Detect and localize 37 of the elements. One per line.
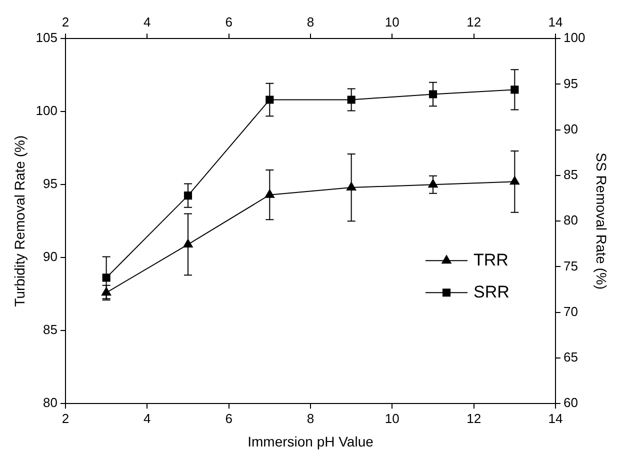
x-tick-label: 14 <box>548 410 563 426</box>
x-tick-label: 4 <box>144 410 151 426</box>
x-axis-title: Immersion pH Value <box>248 433 374 450</box>
x2-tick-label: 10 <box>384 14 400 30</box>
x2-tick-label: 8 <box>306 14 314 30</box>
y2-tick-label: 85 <box>564 167 578 182</box>
legend-label: TRR <box>474 250 508 270</box>
y2-tick-label: 75 <box>564 258 578 274</box>
x-tick-label: 10 <box>384 410 400 426</box>
x2-tick-label: 14 <box>548 14 563 30</box>
point <box>266 96 274 104</box>
x-tick-label: 6 <box>225 410 232 426</box>
y2-tick-label: 65 <box>564 350 578 365</box>
y2-tick-label: 80 <box>564 212 578 228</box>
point <box>347 96 356 104</box>
y-tick-label: 95 <box>43 176 58 192</box>
y2-axis-title: SS Removal Rate (%) <box>594 152 610 290</box>
y-tick-label: 80 <box>43 395 58 410</box>
x2-tick-label: 6 <box>225 14 232 30</box>
point <box>428 90 438 98</box>
y-tick-label: 90 <box>43 249 58 264</box>
y-axis-title: Turbidity Removal Rate (%) <box>11 135 28 307</box>
y2-tick-label: 90 <box>564 121 578 136</box>
x2-tick-label: 12 <box>466 14 482 30</box>
x2-tick-label: 2 <box>62 14 70 30</box>
y2-tick-label: 60 <box>564 395 578 410</box>
x-tick-label: 12 <box>466 410 482 426</box>
y2-tick-label: 100 <box>564 30 586 46</box>
y2-tick-label: 95 <box>564 76 578 91</box>
y-tick-label: 105 <box>36 30 58 46</box>
x-tick-label: 8 <box>306 410 314 426</box>
y-tick-label: 85 <box>43 322 58 338</box>
x-tick-label: 2 <box>62 410 70 426</box>
x2-tick-label: 4 <box>144 14 151 30</box>
y2-tick-label: 70 <box>564 304 578 319</box>
legend-label: SRR <box>474 282 510 302</box>
y-tick-label: 100 <box>36 103 58 118</box>
